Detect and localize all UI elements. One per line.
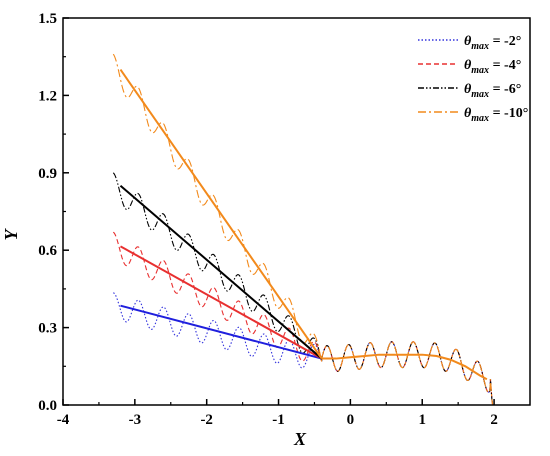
- legend-theta: θ: [464, 106, 472, 121]
- legend-theta: θ: [464, 82, 472, 97]
- legend-item: θmax = -10°: [418, 106, 528, 124]
- mean-trend-line: [120, 304, 322, 360]
- y-tick-label: 0.9: [38, 166, 57, 182]
- mean-trend-line: [119, 69, 323, 360]
- legend-label: θmax = -6°: [464, 82, 521, 100]
- legend-value: = -4°: [489, 58, 521, 73]
- legend-theta: θ: [464, 34, 472, 49]
- legend-label: θmax = -4°: [464, 58, 521, 76]
- series-layer: [112, 53, 495, 406]
- legend-value: = -6°: [489, 82, 521, 97]
- legend-label: θmax = -10°: [464, 106, 528, 124]
- legend-sub: max: [471, 41, 489, 52]
- mean-trend-line: [119, 245, 323, 360]
- legend-value: = -2°: [489, 34, 521, 49]
- y-tick-label: 0.3: [38, 321, 57, 337]
- legend-label: θmax = -2°: [464, 34, 521, 52]
- x-tick-label: 1: [418, 412, 426, 428]
- y-tick-label: 1.5: [38, 11, 57, 27]
- ticks-layer: -4 -3 -2 -1 0 1 2 0.0 0.3 0.6 0.9 1.2 1.5: [38, 11, 498, 428]
- legend-item: θmax = -6°: [418, 82, 521, 100]
- y-tick-label: 0.0: [38, 398, 57, 414]
- mean-trend-line: [119, 184, 323, 360]
- x-tick-label: -2: [200, 412, 213, 428]
- x-tick-label: -3: [129, 412, 142, 428]
- legend-sub: max: [471, 113, 489, 124]
- legend-item: θmax = -4°: [418, 58, 521, 76]
- y-tick-label: 0.6: [38, 243, 57, 259]
- x-tick-label: -4: [57, 412, 70, 428]
- legend-sub: max: [471, 89, 489, 100]
- oscillating-series-line: [113, 292, 495, 406]
- legend-value: = -10°: [489, 106, 528, 121]
- oscillating-series-line: [112, 172, 495, 406]
- legend: θmax = -2°θmax = -4°θmax = -6°θmax = -10…: [418, 34, 528, 124]
- y-tick-label: 1.2: [38, 88, 57, 104]
- legend-item: θmax = -2°: [418, 34, 521, 52]
- x-tick-label: 2: [490, 412, 498, 428]
- x-tick-label: -1: [272, 412, 285, 428]
- x-axis-label: X: [293, 429, 307, 449]
- x-tick-label: 0: [347, 412, 355, 428]
- tail-mean-line: [321, 353, 488, 381]
- legend-theta: θ: [464, 58, 472, 73]
- legend-sub: max: [471, 65, 489, 76]
- y-axis-label: Y: [1, 228, 21, 241]
- plot-frame: [62, 17, 531, 406]
